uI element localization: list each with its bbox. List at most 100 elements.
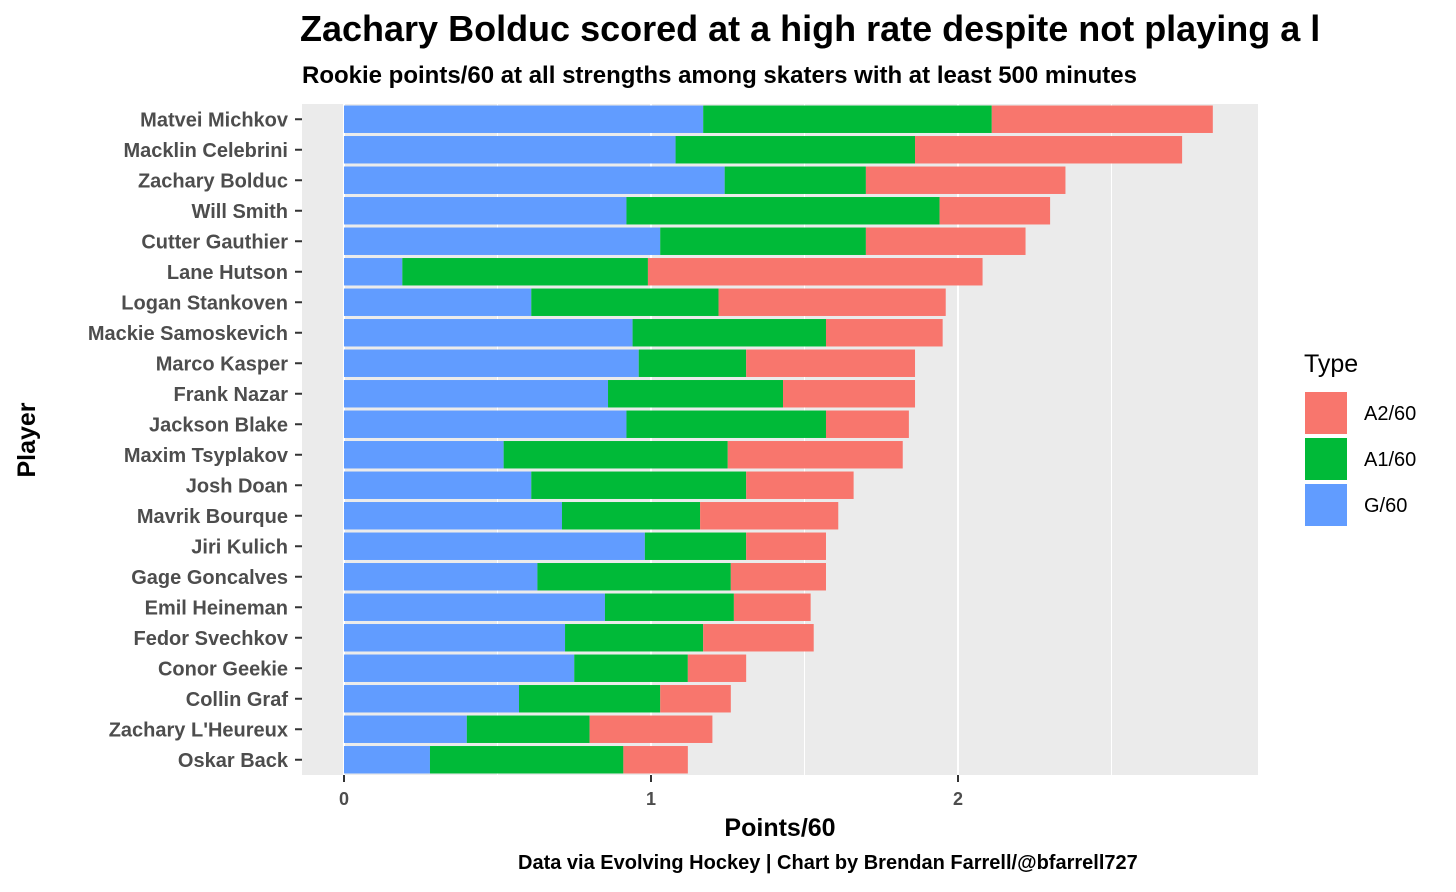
bar-segment (574, 654, 688, 682)
y-tick-label: Will Smith (192, 201, 288, 223)
legend-title: Type (1304, 350, 1358, 378)
bar-segment (429, 746, 624, 774)
bar-segment (608, 380, 784, 408)
y-tick-label: Fedor Svechkov (133, 628, 288, 650)
y-tick-label: Maxim Tsyplakov (124, 445, 289, 467)
bar-segment (344, 715, 467, 743)
bar-segment (344, 654, 575, 682)
bar-segment (718, 288, 946, 316)
y-tick-label: Emil Heineman (145, 597, 288, 619)
bar-segment (518, 685, 661, 713)
bar-segment (733, 593, 811, 621)
bar-segment (344, 441, 504, 469)
bar-segment (344, 502, 562, 530)
bar-segment (991, 105, 1213, 133)
bar-segment (644, 532, 747, 560)
bar-segment (638, 349, 747, 377)
legend: Type A2/60 A1/60 G/60 (1304, 350, 1416, 526)
x-axis: 0 1 2 (339, 775, 963, 809)
bar-segment (466, 715, 590, 743)
legend-label: A2/60 (1364, 403, 1416, 425)
bar-segment (344, 349, 639, 377)
bar-segment (939, 197, 1051, 225)
y-tick-label: Conor Geekie (158, 658, 288, 680)
chart-title: Zachary Bolduc scored at a high rate des… (300, 8, 1321, 49)
bar-segment (344, 166, 725, 194)
bar-segment (537, 563, 731, 591)
legend-label: A1/60 (1364, 449, 1416, 471)
bar-segment (727, 441, 903, 469)
chart-caption: Data via Evolving Hockey | Chart by Bren… (518, 852, 1138, 874)
bar-segment (344, 288, 532, 316)
legend-key (1305, 484, 1347, 526)
bar-segment (344, 532, 645, 560)
y-tick-label: Macklin Celebrini (124, 140, 289, 162)
bar-segment (344, 227, 661, 255)
bar-segment (344, 471, 532, 499)
y-tick-label: Marco Kasper (156, 353, 288, 375)
legend-key (1305, 438, 1347, 480)
bar-segment (589, 715, 713, 743)
bar-segment (623, 746, 688, 774)
bar-segment (700, 502, 839, 530)
y-tick-label: Zachary L'Heureux (109, 719, 288, 741)
bar-segment (783, 380, 916, 408)
bar-segment (561, 502, 701, 530)
y-tick-label: Logan Stankoven (121, 292, 288, 314)
bar-segment (746, 471, 854, 499)
bar-segment (344, 197, 627, 225)
y-tick-label: Cutter Gauthier (141, 231, 288, 253)
bar-segment (675, 136, 916, 164)
bar-segment (503, 441, 728, 469)
bar-segment (687, 654, 747, 682)
y-tick-label: Matvei Michkov (140, 109, 289, 131)
bar-segment (344, 105, 704, 133)
bar-segment (632, 319, 826, 347)
y-axis: Matvei Michkov Macklin Celebrini Zachary B… (88, 109, 302, 772)
bar-segment (746, 349, 916, 377)
x-tick-label: 1 (646, 789, 656, 809)
bar-segment (531, 471, 747, 499)
bar-segment (746, 532, 826, 560)
y-tick-label: Gage Goncalves (131, 567, 288, 589)
bar-segment (825, 319, 943, 347)
bar-segment (344, 258, 403, 286)
x-tick-label: 2 (953, 789, 963, 809)
bar-segment (344, 319, 633, 347)
bar-segment (915, 136, 1183, 164)
x-axis-title: Points/60 (724, 814, 835, 842)
y-tick-label: Lane Hutson (167, 262, 288, 284)
bar-segment (344, 593, 605, 621)
bar-segment (724, 166, 866, 194)
legend-key (1305, 392, 1347, 434)
bar-segment (344, 563, 538, 591)
bar-segment (344, 746, 430, 774)
y-tick-label: Zachary Bolduc (138, 170, 288, 192)
x-tick-label: 0 (339, 789, 349, 809)
bar-segment (703, 624, 814, 652)
chart-subtitle: Rookie points/60 at all strengths among … (302, 62, 1137, 89)
bar-segment (344, 624, 566, 652)
bars-group (344, 105, 1213, 774)
y-tick-label: Collin Graf (186, 689, 289, 711)
bar-segment (730, 563, 826, 591)
y-axis-title: Player (13, 402, 41, 477)
bar-segment (626, 410, 826, 438)
bar-segment (626, 197, 940, 225)
bar-segment (344, 380, 609, 408)
bar-segment (565, 624, 704, 652)
bar-segment (402, 258, 648, 286)
bar-segment (865, 166, 1066, 194)
bar-segment (531, 288, 719, 316)
bar-segment (344, 136, 676, 164)
y-tick-label: Frank Nazar (174, 384, 289, 406)
bar-segment (660, 227, 866, 255)
legend-label: G/60 (1364, 495, 1407, 517)
bar-segment (604, 593, 734, 621)
y-tick-label: Jiri Kulich (191, 536, 288, 558)
bar-segment (344, 410, 627, 438)
bar-segment (344, 685, 519, 713)
bar-segment (825, 410, 909, 438)
bar-segment (647, 258, 983, 286)
